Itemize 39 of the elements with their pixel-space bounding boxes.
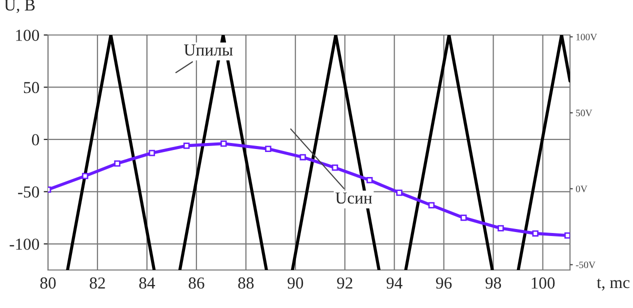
point [460,214,467,221]
x-tick-label: 98 [486,277,502,289]
x-tick-label: 96 [436,277,452,289]
x-tick-label: 92 [337,277,352,289]
y-tick-label: 50 [24,82,40,94]
point [366,177,373,184]
point [265,146,272,152]
x-tick-label: 88 [238,277,254,289]
point [82,172,88,180]
x-tick-label: 94 [386,277,402,289]
point [498,225,504,232]
y2-tick-label: 100V [576,34,598,40]
point [532,230,538,237]
point [183,142,190,149]
y-axis-title: U, B [4,0,35,14]
point [332,164,338,171]
y2-tick-label: -50V [576,262,596,268]
x-tick-label: 84 [139,277,156,289]
point [148,150,156,156]
y2-tick-label: 50V [576,110,592,116]
x-tick-label: 100 [532,277,555,289]
y-tick-label: -50 [18,186,40,198]
y2-tick-label: 0V [576,186,588,192]
point [300,154,306,160]
point [114,160,120,167]
y-tick-label: -100 [10,238,40,250]
x-tick-label: 90 [288,277,304,289]
x-tick-label: 86 [188,277,204,289]
point [428,202,435,208]
point [220,140,227,147]
point [564,232,570,239]
point [396,190,402,196]
x-axis-title: t, mc [596,278,630,291]
y-tick-label: 100 [16,30,40,41]
annotation: Uпилы [184,44,233,56]
x-tick-label: 80 [40,277,56,289]
x-tick-label: 82 [90,277,105,289]
y-tick-label: 0 [32,134,40,146]
annotation: Uсин [335,192,372,204]
